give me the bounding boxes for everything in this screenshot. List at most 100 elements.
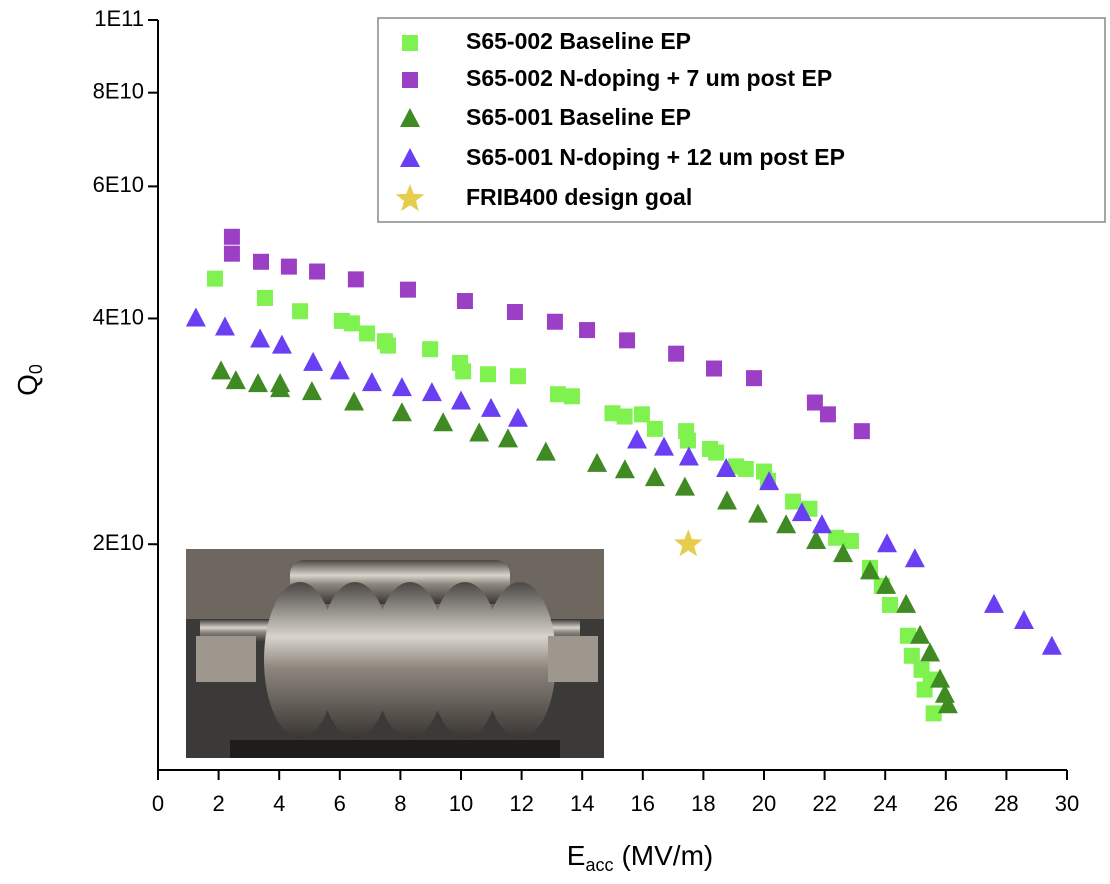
legend-label: S65-002 N-doping + 7 um post EP — [466, 65, 832, 91]
data-point — [877, 533, 898, 553]
data-point — [507, 407, 528, 427]
data-point — [214, 316, 235, 336]
y-axis-label: Q0 — [12, 364, 45, 396]
y-tick-label: 4E10 — [93, 304, 144, 329]
data-point — [469, 422, 490, 442]
x-tick-label: 4 — [273, 791, 285, 816]
data-point — [934, 683, 955, 703]
x-tick-label: 18 — [691, 791, 715, 816]
data-point — [674, 476, 695, 496]
data-point — [211, 360, 232, 380]
data-point — [776, 514, 797, 534]
x-tick-label: 0 — [152, 791, 164, 816]
data-point — [627, 429, 648, 449]
data-point — [347, 271, 364, 288]
y-axis-label-sub: 0 — [26, 364, 46, 374]
x-axis-label-main: E — [567, 840, 586, 871]
data-point — [301, 381, 322, 401]
legend-label: S65-002 Baseline EP — [466, 28, 691, 54]
data-point — [674, 529, 703, 557]
data-point — [433, 412, 454, 432]
x-tick-label: 26 — [934, 791, 958, 816]
x-tick-label: 22 — [812, 791, 836, 816]
data-point — [479, 366, 496, 383]
legend-label: S65-001 N-doping + 12 um post EP — [466, 144, 845, 170]
data-point — [280, 258, 297, 275]
data-point — [456, 293, 473, 310]
data-point — [785, 493, 802, 510]
legend-marker — [400, 148, 420, 167]
x-tick-label: 10 — [449, 791, 473, 816]
data-point — [833, 543, 854, 563]
data-point — [853, 423, 870, 440]
data-point — [587, 452, 608, 472]
data-point — [983, 593, 1004, 613]
data-point — [546, 313, 563, 330]
x-axis-label-sub: acc — [585, 855, 613, 875]
data-point — [930, 668, 951, 688]
data-point — [910, 624, 931, 644]
data-point — [185, 307, 206, 327]
data-point — [399, 281, 416, 298]
y-axis-label-main: Q — [12, 374, 43, 396]
data-point — [256, 289, 273, 306]
data-point — [506, 304, 523, 321]
data-point — [329, 360, 350, 380]
inset-photo — [186, 549, 604, 758]
data-point — [619, 332, 636, 349]
data-point — [422, 341, 439, 358]
data-point — [806, 394, 823, 411]
data-point — [937, 694, 958, 714]
data-point — [706, 360, 723, 377]
data-point — [614, 459, 635, 479]
legend-marker — [395, 184, 425, 212]
data-point — [309, 263, 326, 280]
y-tick-label: 6E10 — [93, 172, 144, 197]
data-point — [480, 397, 501, 417]
data-point — [579, 322, 596, 339]
data-point — [223, 245, 240, 262]
data-point — [737, 460, 754, 477]
x-tick-label: 6 — [334, 791, 346, 816]
data-point — [604, 405, 621, 422]
y-tick-label: 1E11 — [94, 6, 144, 31]
data-point — [920, 642, 941, 662]
data-point — [223, 228, 240, 245]
x-tick-label: 16 — [631, 791, 655, 816]
data-point — [819, 406, 836, 423]
data-point — [250, 328, 271, 348]
data-point — [904, 548, 925, 568]
data-point — [896, 593, 917, 613]
x-tick-label: 28 — [994, 791, 1018, 816]
x-tick-label: 2 — [212, 791, 224, 816]
data-point — [747, 503, 768, 523]
x-tick-label: 14 — [570, 791, 594, 816]
data-point — [455, 363, 472, 380]
data-point — [633, 406, 650, 423]
data-point — [842, 532, 859, 549]
data-point — [860, 560, 881, 580]
data-point — [509, 368, 526, 385]
data-point — [759, 471, 780, 491]
data-point — [271, 334, 292, 354]
y-tick-label: 8E10 — [93, 78, 144, 103]
x-tick-label: 8 — [394, 791, 406, 816]
data-point — [876, 574, 897, 594]
data-point — [421, 382, 442, 402]
data-point — [343, 315, 360, 332]
data-point — [616, 408, 633, 425]
data-point — [806, 529, 827, 549]
data-point — [746, 370, 763, 387]
x-axis-label: Eacc (MV/m) — [567, 840, 713, 874]
data-point — [668, 345, 685, 362]
data-point — [646, 420, 663, 437]
data-point — [925, 705, 942, 722]
data-point — [708, 444, 725, 461]
data-point — [899, 627, 916, 644]
data-point — [497, 428, 518, 448]
legend-marker — [402, 35, 418, 51]
data-point — [811, 514, 832, 534]
data-point — [654, 436, 675, 456]
